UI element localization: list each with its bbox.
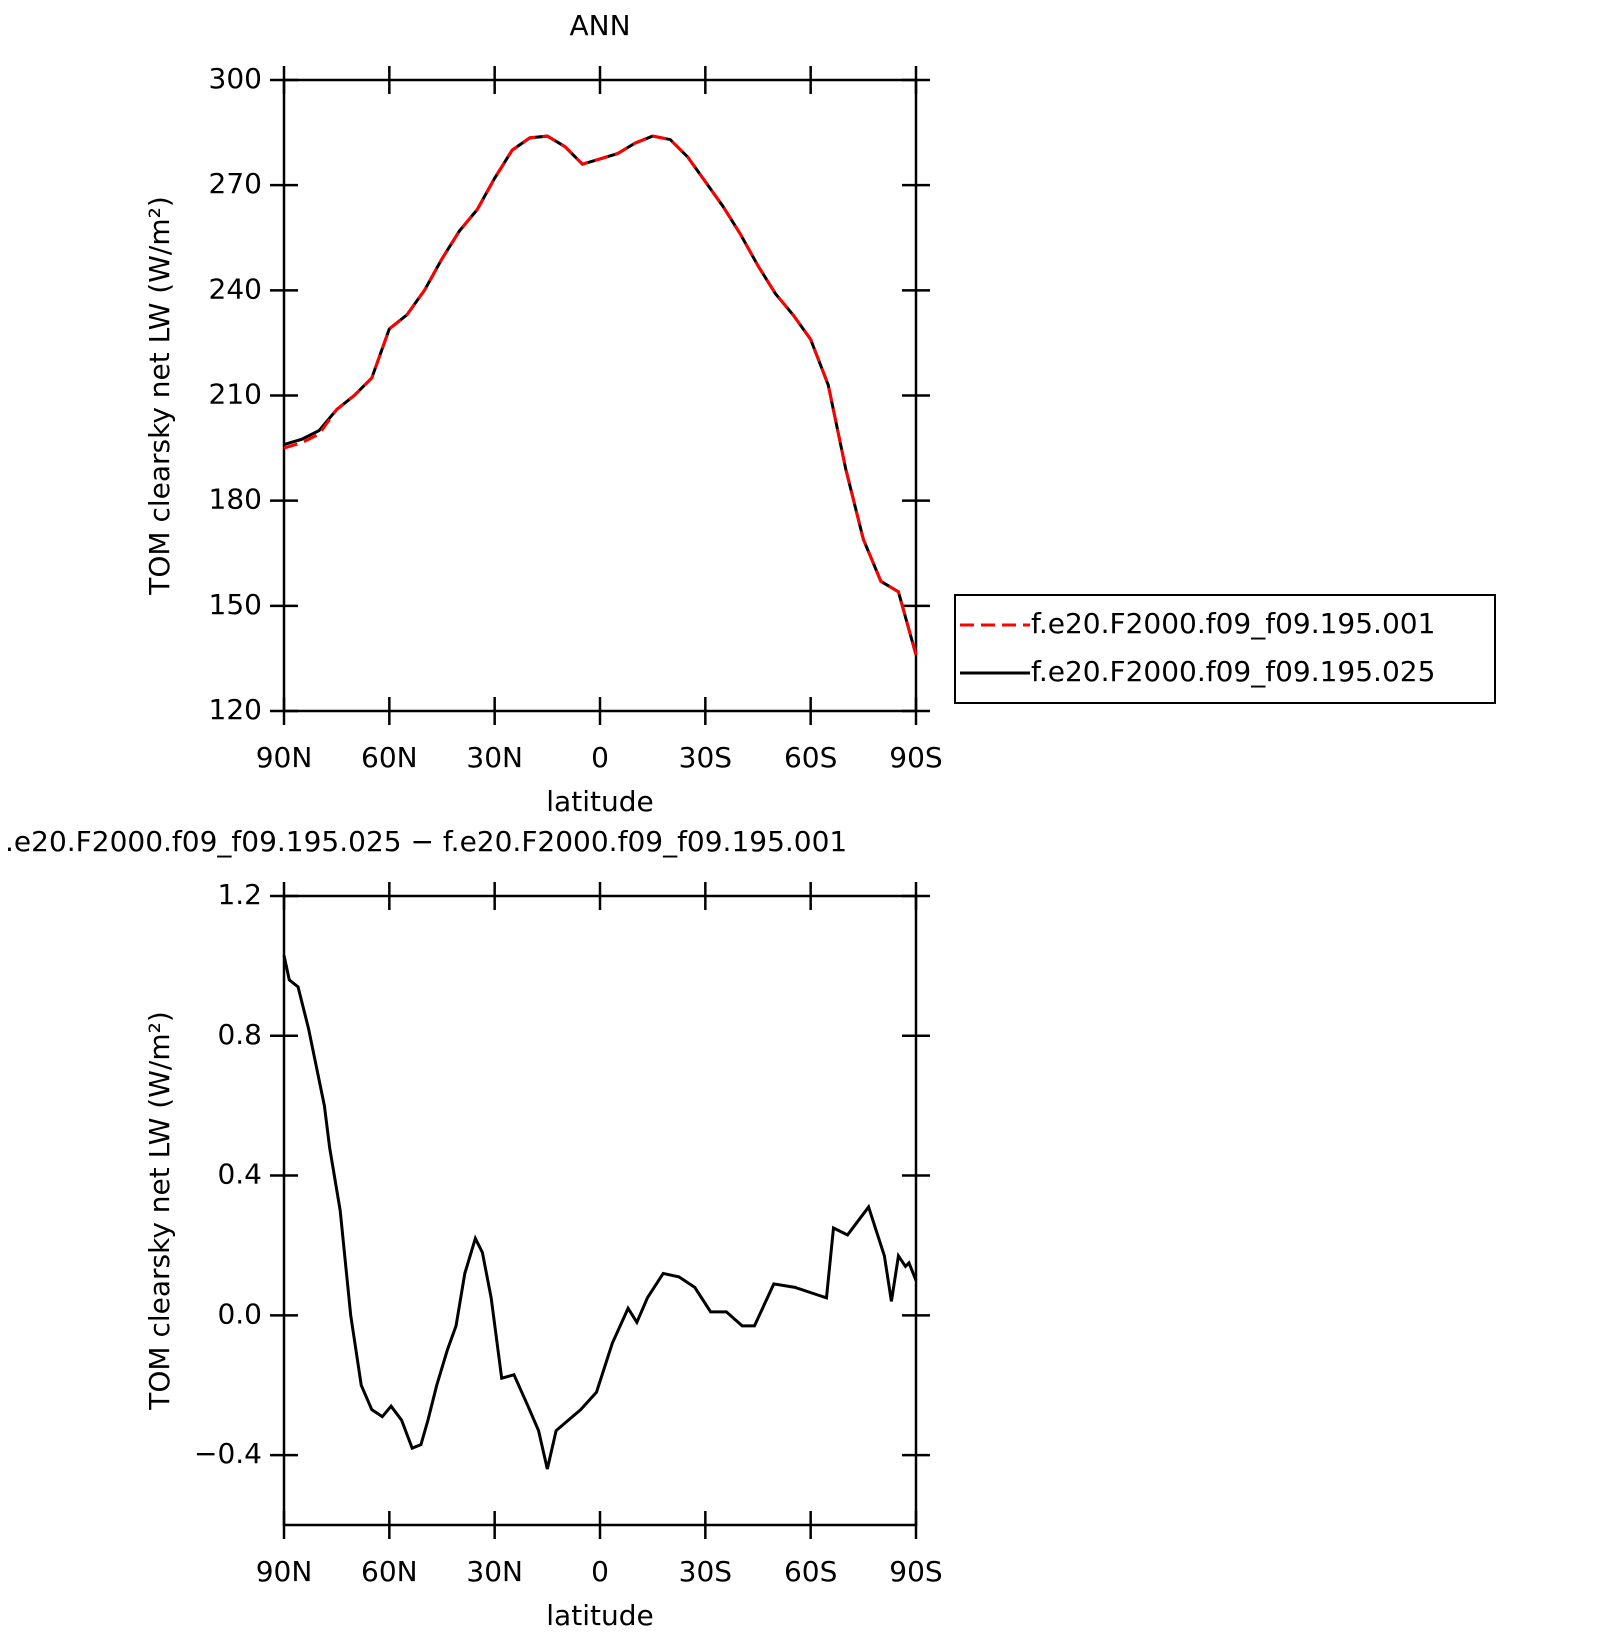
x-tick-label: 90N [256,1555,313,1588]
x-tick-label: 90S [889,1555,942,1588]
y-tick-label: 300 [209,62,262,95]
y-tick-label: 180 [209,483,262,516]
y-tick-label: 210 [209,378,262,411]
y-axis-label: TOM clearsky net LW (W/m²) [143,1011,176,1410]
x-axis-label: latitude [546,785,653,818]
x-tick-label: 30N [466,1555,523,1588]
y-tick-label: 240 [209,272,262,305]
y-tick-label: 120 [209,693,262,726]
data-line [283,134,918,656]
x-tick-label: 60S [784,1555,837,1588]
x-tick-label: 0 [591,1555,609,1588]
legend-box [954,594,1496,704]
y-tick-label: 270 [209,167,262,200]
x-tick-label: 90S [889,741,942,774]
legend-label: f.e20.F2000.f09_f09.195.001 [1031,607,1435,640]
x-tick-label: 30N [466,741,523,774]
chart-title: .e20.F2000.f09_f09.195.025 − f.e20.F2000… [5,825,847,858]
chart-title: ANN [569,9,630,42]
x-tick-label: 30S [679,1555,732,1588]
data-line [283,134,918,656]
legend-label: f.e20.F2000.f09_f09.195.025 [1031,655,1435,688]
x-tick-label: 30S [679,741,732,774]
y-axis-label: TOM clearsky net LW (W/m²) [143,196,176,595]
y-tick-label: −0.4 [194,1437,262,1470]
y-tick-label: 0.4 [217,1158,262,1191]
y-tick-label: 0.0 [217,1297,262,1330]
y-tick-label: 150 [209,588,262,621]
x-tick-label: 60S [784,741,837,774]
y-tick-label: 0.8 [217,1018,262,1051]
x-tick-label: 90N [256,741,313,774]
y-tick-label: 1.2 [217,878,262,911]
x-axis-label: latitude [546,1599,653,1632]
x-tick-label: 60N [361,1555,418,1588]
x-tick-label: 60N [361,741,418,774]
x-tick-label: 0 [591,741,609,774]
plot-frame [282,894,918,1527]
plot-frame [282,78,918,713]
data-line [282,955,918,1470]
